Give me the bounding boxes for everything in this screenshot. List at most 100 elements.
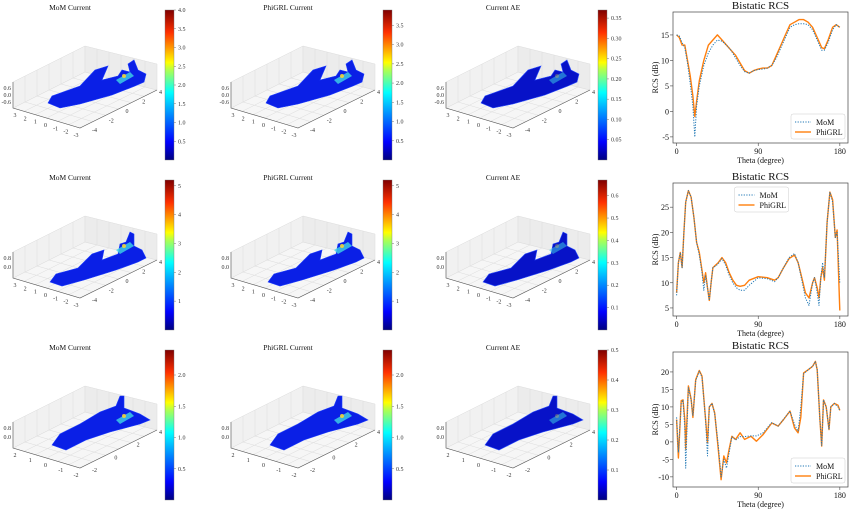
y-tick-label: 4 xyxy=(377,90,380,96)
x-tick-label: 2 xyxy=(242,116,245,122)
y-tick-label: 0 xyxy=(547,455,550,461)
axis-lines xyxy=(230,422,376,469)
x-axis-label: Theta (degree) xyxy=(737,329,784,338)
grid-line xyxy=(286,86,364,125)
mom-line xyxy=(676,360,841,478)
x-tick-label: -1 xyxy=(276,468,281,474)
x-tick-label: 2 xyxy=(457,286,460,292)
colorbar-tick-label: 4 xyxy=(396,213,399,219)
colorbar-tick-label: 0.25 xyxy=(611,57,622,63)
legend-label: MoM xyxy=(816,462,834,471)
panel-title: MoM Current xyxy=(49,3,92,12)
x-tick-label: 2 xyxy=(457,116,460,122)
colorbar-tick-label: 0.2 xyxy=(611,438,619,444)
y-tick-label: -4 xyxy=(525,298,530,304)
x-tick-label: 0 xyxy=(675,320,679,329)
colorbar-tick-label: 2 xyxy=(178,270,181,276)
colorbar-tick-label: 1.0 xyxy=(396,436,404,442)
z-tick-label: 0.8 xyxy=(222,426,230,432)
legend-box xyxy=(790,457,846,484)
colorbar-tick-label: 0.1 xyxy=(611,306,619,312)
x-tick-label: 1 xyxy=(252,290,255,296)
y-tick-label: 4 xyxy=(159,430,162,436)
x-tick-label: -2 xyxy=(292,473,297,479)
colorbar-tick-label: 2.5 xyxy=(178,64,186,70)
y-tick-label: -2 xyxy=(327,119,332,125)
x-tick-label: -2 xyxy=(74,473,79,479)
x-tick-label: -1 xyxy=(58,468,63,474)
colorbar-tick-label: 0.20 xyxy=(611,77,622,83)
hotspot xyxy=(122,244,126,248)
colorbar-tick-label: 0.5 xyxy=(611,348,619,354)
hotspot xyxy=(340,74,344,78)
x-tick-label: 0 xyxy=(477,293,480,299)
axis-lines xyxy=(12,252,158,299)
panel-title: Current AE xyxy=(486,343,521,352)
z-tick-label: -0.6 xyxy=(435,100,445,106)
x-tick-label: 1 xyxy=(252,120,255,126)
y-tick-label: -5 xyxy=(662,133,669,142)
x-tick-label: -2 xyxy=(507,473,512,479)
z-tick-label: 0.0 xyxy=(4,435,12,441)
y-tick-label: 2 xyxy=(360,270,363,276)
y-tick-label: 10 xyxy=(661,279,669,288)
colorbar xyxy=(382,179,393,331)
x-tick-label: 1 xyxy=(247,458,250,464)
colorbar-tick-label: 3 xyxy=(396,241,399,247)
colorbar-tick-label: 5 xyxy=(396,184,399,190)
y-tick-label: -4 xyxy=(525,128,530,134)
high-current-region xyxy=(549,412,567,424)
z-tick-label: -0.6 xyxy=(220,100,230,106)
colorbar-tick-label: 1 xyxy=(396,299,399,305)
z-tick-label: 0.6 xyxy=(4,86,12,92)
x-tick-label: -1 xyxy=(271,126,276,132)
z-tick-label: 0.8 xyxy=(4,426,12,432)
x-tick-label: -1 xyxy=(53,296,58,302)
y-tick-label: 10 xyxy=(661,56,669,65)
colorbar-tick-label: 0.2 xyxy=(611,283,619,289)
colorbar-tick-label: 2.0 xyxy=(396,81,404,87)
y-tick-label: 4 xyxy=(592,260,595,266)
x-tick-label: 1 xyxy=(467,120,470,126)
z-tick-label: 0.8 xyxy=(4,256,12,262)
y-tick-label: 0 xyxy=(559,109,562,115)
aircraft-surface xyxy=(269,395,369,451)
x-tick-label: 0 xyxy=(44,293,47,299)
y-tick-label: 5 xyxy=(665,304,669,313)
x-tick-label: 1 xyxy=(467,290,470,296)
aircraft-surface xyxy=(480,59,580,109)
grid-line xyxy=(68,426,146,465)
colorbar xyxy=(164,9,175,161)
axis-lines xyxy=(230,82,376,129)
y-tick-label: 0 xyxy=(559,279,562,285)
y-tick-label: 2 xyxy=(137,443,140,449)
high-current-region xyxy=(116,242,134,254)
surface-panel: PhiGRL Current 2 1 0 -1 -2 -2 0 2 4 0.8 0.0 0.5 1.0 1.… xyxy=(222,343,404,501)
colorbar-tick-label: 2 xyxy=(396,270,399,276)
x-tick-label: 0 xyxy=(262,463,265,469)
y-tick-label: 4 xyxy=(159,90,162,96)
z-tick-label: 0.0 xyxy=(222,93,230,99)
x-tick-label: 90 xyxy=(754,491,762,500)
axis-lines xyxy=(230,252,376,299)
hotspot xyxy=(340,244,344,248)
high-current-region xyxy=(549,242,567,254)
y-tick-label: -10 xyxy=(658,473,669,482)
x-tick-label: -2 xyxy=(496,130,501,136)
colorbar xyxy=(382,349,393,501)
aircraft-surface xyxy=(482,231,580,287)
grid-line xyxy=(286,426,364,465)
colorbar-tick-label: 2.0 xyxy=(178,83,186,89)
hotspot xyxy=(122,74,126,78)
x-tick-label: -3 xyxy=(507,133,512,139)
x-tick-label: 1 xyxy=(462,458,465,464)
z-tick-label: 0.0 xyxy=(4,93,12,99)
colorbar-tick-label: 0.5 xyxy=(178,139,186,145)
y-axis-label: RCS (dB) xyxy=(651,233,660,265)
x-tick-label: 0 xyxy=(44,463,47,469)
y-tick-label: 2 xyxy=(142,270,145,276)
